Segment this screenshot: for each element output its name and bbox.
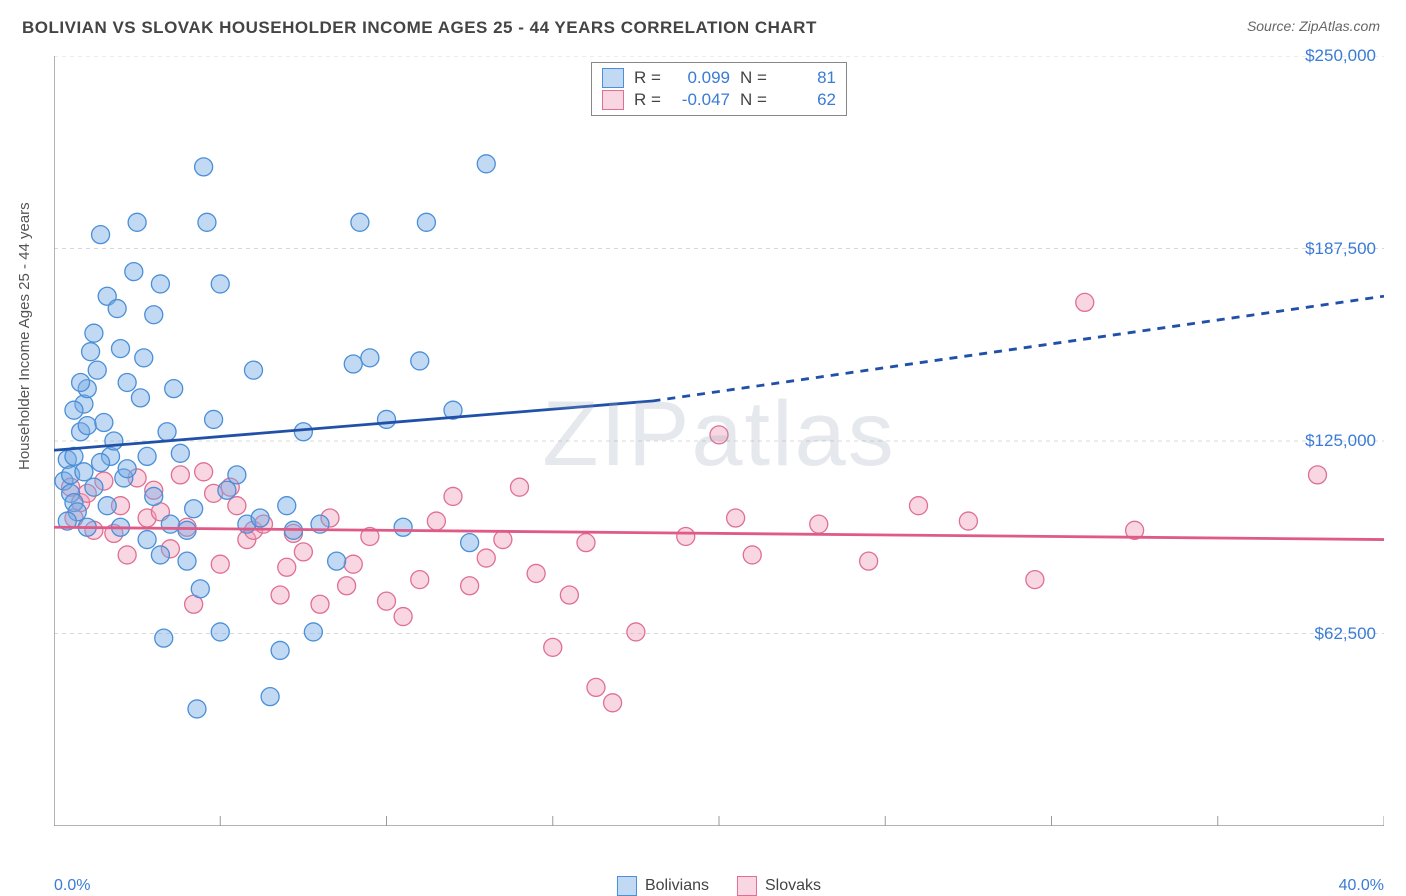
r-value: 0.099	[672, 68, 730, 88]
swatch-icon	[602, 68, 624, 88]
chart-title: BOLIVIAN VS SLOVAK HOUSEHOLDER INCOME AG…	[22, 18, 817, 38]
y-tick-label: $125,000	[1305, 431, 1376, 451]
series-legend: Bolivians Slovaks	[617, 876, 821, 896]
y-tick-label: $62,500	[1315, 624, 1376, 644]
swatch-slovaks	[737, 876, 757, 896]
r-value: -0.047	[672, 90, 730, 110]
legend-slovaks-label: Slovaks	[765, 877, 821, 895]
correlation-legend: R = 0.099 N = 81 R = -0.047 N = 62	[591, 62, 847, 116]
chart-area: ZIPatlas R =0.099N =81R =-0.047N =62 $62…	[54, 56, 1384, 826]
n-label: N =	[740, 68, 768, 88]
n-value: 81	[778, 68, 836, 88]
r-label: R =	[634, 68, 662, 88]
legend-bolivians: Bolivians	[617, 876, 709, 896]
r-label: R =	[634, 90, 662, 110]
x-axis-min: 0.0%	[54, 877, 90, 895]
corr-legend-row: R = 0.099 N = 81	[602, 67, 836, 89]
y-tick-label: $187,500	[1305, 239, 1376, 259]
y-axis-label: Householder Income Ages 25 - 44 years	[16, 202, 33, 470]
scatter-plot	[54, 56, 1384, 826]
swatch-icon	[602, 90, 624, 110]
x-axis-max: 40.0%	[1339, 877, 1384, 895]
source-label: Source: ZipAtlas.com	[1247, 18, 1380, 34]
n-value: 62	[778, 90, 836, 110]
swatch-bolivians	[617, 876, 637, 896]
n-label: N =	[740, 90, 768, 110]
corr-legend-row: R = -0.047 N = 62	[602, 89, 836, 111]
legend-bolivians-label: Bolivians	[645, 877, 709, 895]
legend-slovaks: Slovaks	[737, 876, 821, 896]
y-tick-label: $250,000	[1305, 46, 1376, 66]
